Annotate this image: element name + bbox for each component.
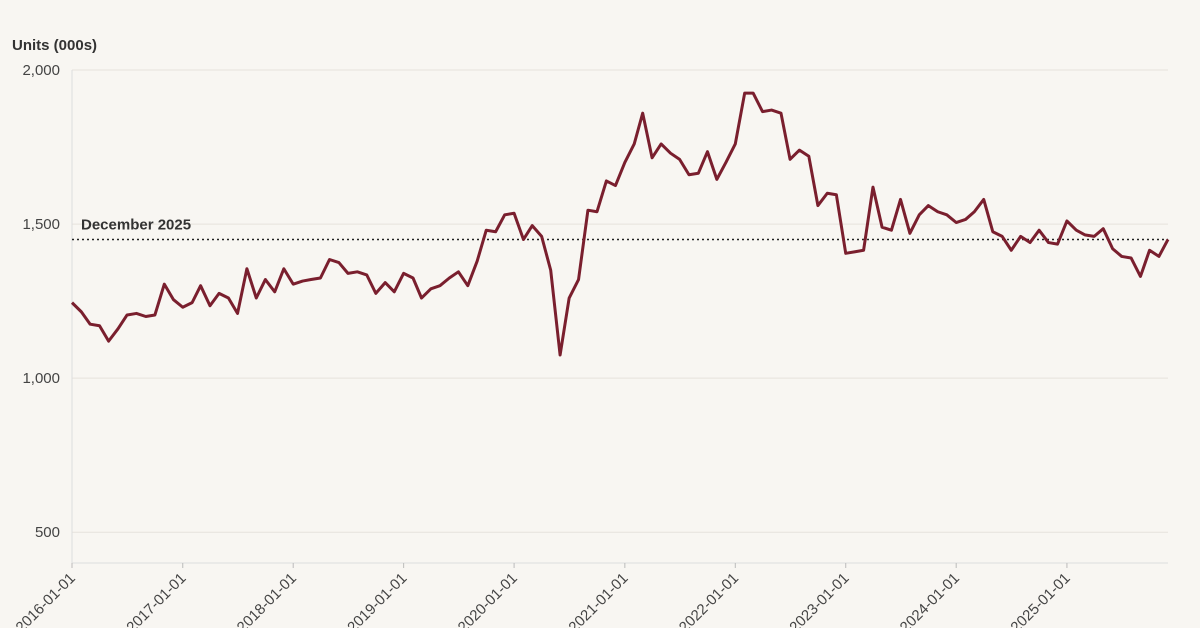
x-tick-label: 2016-01-01 <box>13 570 79 628</box>
y-tick-label: 1,500 <box>22 216 60 233</box>
x-tick-label: 2023-01-01 <box>786 570 852 628</box>
y-axis-label: Units (000s) <box>12 37 97 54</box>
x-tick-label: 2021-01-01 <box>565 570 631 628</box>
series-line <box>70 91 1170 357</box>
x-tick-label: 2025-01-01 <box>1007 570 1073 628</box>
x-tick-label: 2017-01-01 <box>123 570 189 628</box>
y-tick-label: 2,000 <box>22 62 60 79</box>
x-tick-label: 2018-01-01 <box>234 570 300 628</box>
x-tick-label: 2019-01-01 <box>344 570 410 628</box>
x-tick-label: 2024-01-01 <box>897 570 963 628</box>
reference-label: December 2025 <box>81 216 191 233</box>
x-tick-label: 2020-01-01 <box>455 570 521 628</box>
y-tick-label: 1,000 <box>22 370 60 387</box>
y-tick-label: 500 <box>35 524 60 541</box>
x-tick-label: 2022-01-01 <box>676 570 742 628</box>
